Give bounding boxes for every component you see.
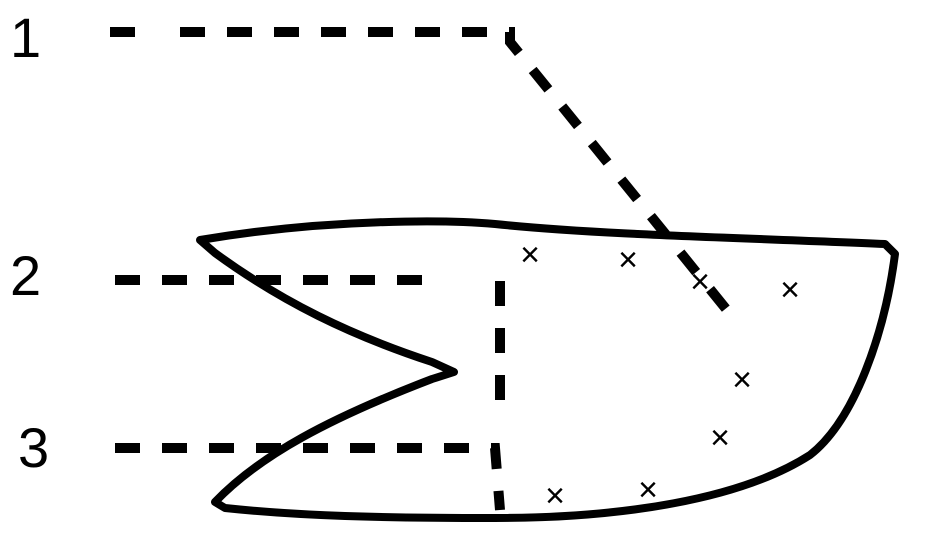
x-mark-7: × xyxy=(638,473,658,507)
x-mark-3: × xyxy=(780,273,800,307)
leader-path-3 xyxy=(115,448,500,510)
x-mark-6: × xyxy=(545,479,565,513)
dashed-leaders-group xyxy=(110,32,735,510)
shape-outline xyxy=(200,221,895,518)
x-mark-0: × xyxy=(520,238,540,272)
x-mark-5: × xyxy=(710,421,730,455)
x-mark-2: × xyxy=(690,265,710,299)
diagram-canvas: 1 2 3 ×××××××× xyxy=(0,0,926,551)
x-mark-1: × xyxy=(618,243,638,277)
x-mark-4: × xyxy=(732,363,752,397)
